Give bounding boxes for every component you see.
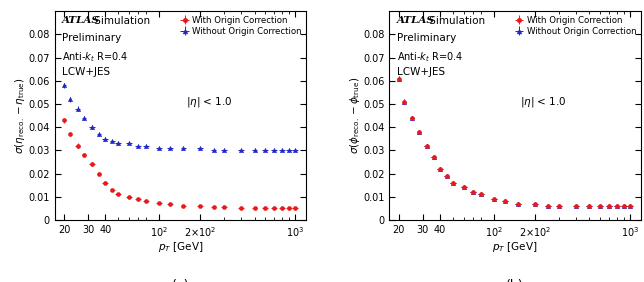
Text: ATLAS: ATLAS <box>397 17 435 25</box>
Y-axis label: $\sigma(\eta_{\mathrm{reco.}}-\eta_{\mathrm{true}})$: $\sigma(\eta_{\mathrm{reco.}}-\eta_{\mat… <box>13 77 27 154</box>
Text: LCW+JES: LCW+JES <box>397 67 445 77</box>
Text: Simulation: Simulation <box>426 17 485 27</box>
Legend: With Origin Correction, Without Origin Correction: With Origin Correction, Without Origin C… <box>513 14 638 38</box>
Y-axis label: $\sigma(\phi_{\mathrm{reco.}}-\phi_{\mathrm{true}})$: $\sigma(\phi_{\mathrm{reco.}}-\phi_{\mat… <box>348 77 361 154</box>
Text: Preliminary: Preliminary <box>62 33 122 43</box>
Legend: With Origin Correction, Without Origin Correction: With Origin Correction, Without Origin C… <box>178 14 304 38</box>
Text: Simulation: Simulation <box>91 17 150 27</box>
Text: $|\eta|$ < 1.0: $|\eta|$ < 1.0 <box>185 95 232 109</box>
Text: Anti-$k_t$ R=0.4: Anti-$k_t$ R=0.4 <box>397 50 463 64</box>
Text: ATLAS: ATLAS <box>62 17 100 25</box>
Text: LCW+JES: LCW+JES <box>62 67 110 77</box>
Text: $|\eta|$ < 1.0: $|\eta|$ < 1.0 <box>520 95 567 109</box>
Text: Preliminary: Preliminary <box>397 33 456 43</box>
X-axis label: $p_T$ [GeV]: $p_T$ [GeV] <box>492 240 538 254</box>
Text: (b): (b) <box>506 279 524 282</box>
X-axis label: $p_T$ [GeV]: $p_T$ [GeV] <box>158 240 204 254</box>
Text: (a): (a) <box>172 279 189 282</box>
Text: Anti-$k_t$ R=0.4: Anti-$k_t$ R=0.4 <box>62 50 129 64</box>
